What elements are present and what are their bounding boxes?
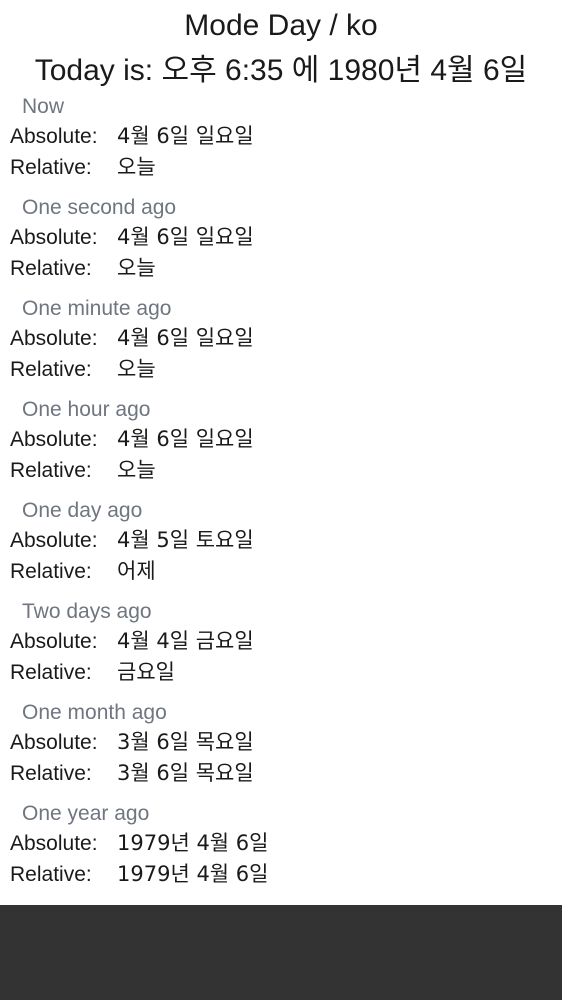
absolute-row: Absolute: 3월 6일 목요일 [10, 727, 254, 757]
absolute-row: Absolute: 1979년 4월 6일 [10, 828, 268, 858]
absolute-row: Absolute: 4월 6일 일요일 [10, 121, 254, 151]
relative-label: Relative: [10, 156, 92, 179]
relative-row: Relative: 금요일 [10, 657, 175, 687]
relative-value: 3월 6일 목요일 [117, 761, 254, 785]
entry-title: One hour ago [22, 398, 151, 421]
entry-one-hour-ago: One hour ago Absolute: 4월 6일 일요일 Relative… [0, 396, 562, 497]
absolute-value: 4월 6일 일요일 [117, 427, 254, 451]
entry-title: One minute ago [22, 297, 172, 320]
absolute-label: Absolute: [10, 428, 98, 451]
absolute-label: Absolute: [10, 630, 98, 653]
entry-one-year-ago: One year ago Absolute: 1979년 4월 6일 Relati… [0, 800, 562, 901]
entry-one-minute-ago: One minute ago Absolute: 4월 6일 일요일 Relati… [0, 295, 562, 396]
entry-one-month-ago: One month ago Absolute: 3월 6일 목요일 Relativ… [0, 699, 562, 800]
absolute-label: Absolute: [10, 125, 98, 148]
absolute-value: 4월 6일 일요일 [117, 326, 254, 350]
relative-row: Relative: 오늘 [10, 354, 156, 384]
entry-two-days-ago: Two days ago Absolute: 4월 4일 금요일 Relative… [0, 598, 562, 699]
relative-value: 오늘 [117, 155, 156, 179]
entry-one-second-ago: One second ago Absolute: 4월 6일 일요일 Relati… [0, 194, 562, 295]
relative-label: Relative: [10, 358, 92, 381]
relative-row: Relative: 어제 [10, 556, 156, 586]
absolute-label: Absolute: [10, 327, 98, 350]
header: Mode Day / ko Today is: 오후 6:35 에 1980년 … [0, 0, 562, 89]
relative-row: Relative: 오늘 [10, 455, 156, 485]
entry-one-day-ago: One day ago Absolute: 4월 5일 토요일 Relative:… [0, 497, 562, 598]
entry-title: One second ago [22, 196, 177, 219]
relative-label: Relative: [10, 560, 92, 583]
entry-title: One day ago [22, 499, 143, 522]
relative-value: 오늘 [117, 256, 156, 280]
relative-row: Relative: 오늘 [10, 253, 156, 283]
absolute-row: Absolute: 4월 6일 일요일 [10, 323, 254, 353]
absolute-value: 3월 6일 목요일 [117, 730, 254, 754]
relative-label: Relative: [10, 762, 92, 785]
absolute-value: 4월 5일 토요일 [117, 528, 254, 552]
absolute-row: Absolute: 4월 5일 토요일 [10, 525, 254, 555]
relative-row: Relative: 3월 6일 목요일 [10, 758, 254, 788]
absolute-row: Absolute: 4월 6일 일요일 [10, 222, 254, 252]
mode-title: Mode Day / ko [184, 9, 378, 42]
date-list: Now Absolute: 4월 6일 일요일 Relative: 오늘 One s… [0, 93, 562, 901]
today-label: Today is: 오후 6:35 에 1980년 4월 6일 [34, 54, 528, 87]
entry-title: Two days ago [22, 600, 152, 623]
entry-title: One year ago [22, 802, 150, 825]
absolute-label: Absolute: [10, 226, 98, 249]
relative-value: 어제 [117, 559, 156, 583]
absolute-row: Absolute: 4월 4일 금요일 [10, 626, 254, 656]
absolute-value: 4월 6일 일요일 [117, 225, 254, 249]
absolute-value: 4월 4일 금요일 [117, 629, 254, 653]
relative-label: Relative: [10, 257, 92, 280]
relative-label: Relative: [10, 661, 92, 684]
relative-row: Relative: 1979년 4월 6일 [10, 859, 268, 889]
absolute-label: Absolute: [10, 731, 98, 754]
absolute-row: Absolute: 4월 6일 일요일 [10, 424, 254, 454]
absolute-value: 4월 6일 일요일 [117, 124, 254, 148]
absolute-label: Absolute: [10, 832, 98, 855]
relative-value: 금요일 [117, 660, 175, 684]
relative-row: Relative: 오늘 [10, 152, 156, 182]
relative-label: Relative: [10, 459, 92, 482]
navigation-bar [0, 905, 562, 1000]
relative-value: 오늘 [117, 458, 156, 482]
relative-value: 1979년 4월 6일 [117, 862, 269, 886]
entry-title: Now [22, 95, 65, 118]
absolute-value: 1979년 4월 6일 [117, 831, 269, 855]
entry-title: One month ago [22, 701, 167, 724]
relative-label: Relative: [10, 863, 92, 886]
relative-value: 오늘 [117, 357, 156, 381]
entry-now: Now Absolute: 4월 6일 일요일 Relative: 오늘 [0, 93, 562, 194]
absolute-label: Absolute: [10, 529, 98, 552]
